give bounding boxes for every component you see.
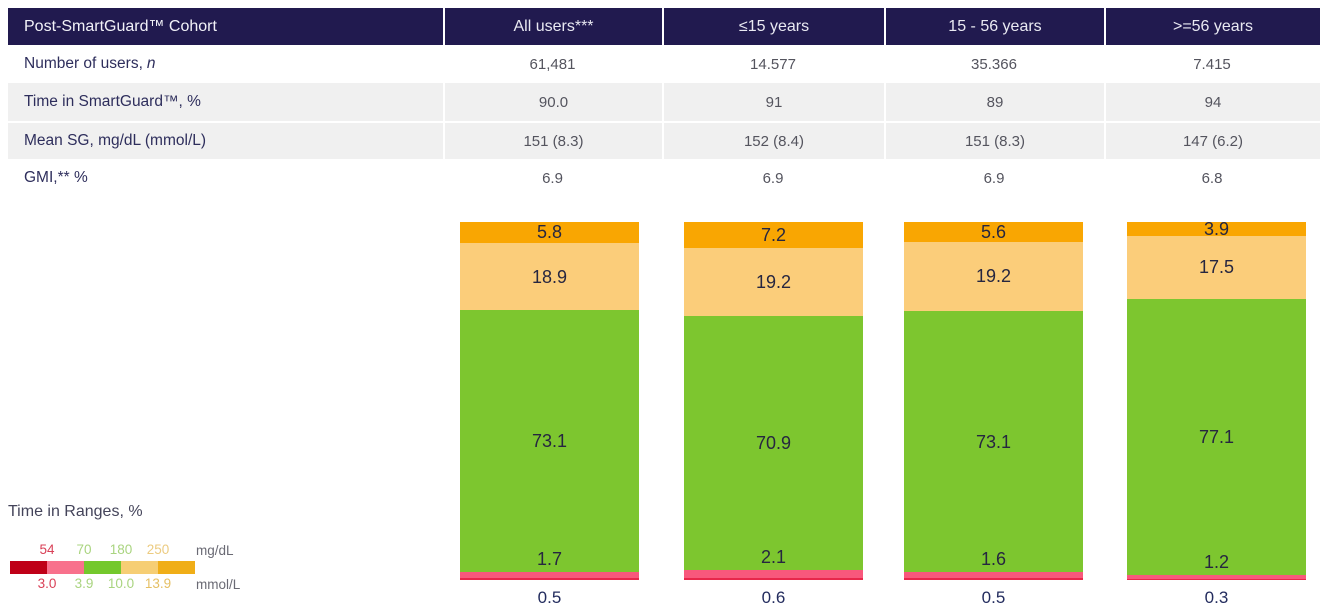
cell-value: 91 [662, 83, 884, 121]
cell-value: 151 (8.3) [884, 121, 1104, 159]
cell-value: 61,481 [529, 55, 576, 73]
bar-segment-70-180: 73.1 1.6 [904, 310, 1083, 573]
time-in-ranges-chart: 5.8 18.9 73.1 1.7 0.5 7.2 19.2 70.9 2.1 0.… [0, 219, 1327, 614]
bar-segment-54-70 [904, 572, 1083, 579]
threshold-10-0: 10.0 [107, 576, 135, 591]
glucose-range-color-scale [10, 561, 195, 574]
row-label: Time in SmartGuard™, % [8, 83, 443, 121]
column-header-15-56: 15 - 56 years [884, 8, 1104, 45]
scale-segment-above-250 [158, 561, 195, 574]
bar-segment-180-250: 19.2 [904, 242, 1083, 311]
bar-segment-70-180: 73.1 1.7 [460, 310, 639, 573]
scale-segment-below-54 [10, 561, 47, 574]
bar-segment-180-250: 17.5 [1127, 236, 1306, 299]
cell-value: 90.0 [443, 83, 662, 121]
bar-segment-70-180: 70.9 2.1 [684, 316, 863, 571]
segment-value-label-54-70: 1.7 [536, 549, 563, 570]
bar-segment-below-54 [684, 577, 863, 580]
cell-value: 89 [884, 83, 1104, 121]
segment-value-label: 73.1 [531, 431, 568, 452]
stacked-bar-15-56: 5.6 19.2 73.1 1.6 0.5 [904, 222, 1083, 607]
threshold-180: 180 [109, 542, 133, 557]
segment-value-label: 73.1 [975, 431, 1012, 452]
bar-segment-above-250: 5.6 [904, 222, 1083, 242]
legend-title: Time in Ranges, % [8, 503, 143, 520]
table-row-time-in-smartguard: Time in SmartGuard™, % 90.0 91 89 94 [8, 83, 1320, 121]
stacked-bar-under-15: 7.2 19.2 70.9 2.1 0.6 [684, 222, 863, 607]
segment-value-label-below-54: 0.3 [1204, 588, 1229, 607]
column-header-under-15: ≤15 years [662, 8, 884, 45]
table-header-row: Post-SmartGuard™ Cohort All users*** ≤15… [8, 8, 1320, 45]
table-title: Post-SmartGuard™ Cohort [8, 8, 443, 45]
bar-segment-54-70 [460, 572, 639, 579]
table-row-gmi: GMI,** % 6.9 6.9 6.9 6.8 [8, 159, 1320, 197]
cell-value: 35.366 [971, 55, 1017, 73]
cell-value: 7.415 [1193, 55, 1231, 73]
cell-value: 6.9 [542, 169, 563, 187]
cohort-table: Post-SmartGuard™ Cohort All users*** ≤15… [8, 8, 1320, 197]
threshold-54: 54 [39, 542, 55, 557]
threshold-70: 70 [76, 542, 92, 557]
row-label: GMI,** % [24, 169, 88, 186]
segment-value-label-below-54: 0.5 [981, 588, 1006, 607]
cell-value: 152 (8.4) [662, 121, 884, 159]
segment-value-label: 19.2 [975, 266, 1012, 287]
segment-value-label: 5.6 [980, 222, 1007, 242]
threshold-13-9: 13.9 [144, 576, 172, 591]
segment-value-label-54-70: 2.1 [760, 547, 787, 568]
bar-segment-below-54 [1127, 578, 1306, 580]
cell-value: 14.577 [750, 55, 796, 73]
bar-segment-70-180: 77.1 1.2 [1127, 298, 1306, 575]
column-header-all-users: All users*** [443, 8, 662, 45]
cell-value: 6.8 [1201, 169, 1223, 187]
segment-value-label-below-54: 0.6 [761, 588, 786, 607]
segment-value-label: 19.2 [755, 272, 792, 293]
row-label: Number of users, [24, 55, 143, 72]
segment-value-label-54-70: 1.2 [1203, 551, 1230, 572]
bar-segment-below-54 [460, 578, 639, 581]
cell-value: 147 (6.2) [1104, 121, 1320, 159]
bar-segment-54-70 [1127, 574, 1306, 579]
scale-segment-70-180 [84, 561, 121, 574]
segment-value-label: 18.9 [531, 266, 568, 287]
column-header-over-56: >=56 years [1104, 8, 1320, 45]
bar-segment-180-250: 19.2 [684, 247, 863, 317]
cell-value: 94 [1104, 83, 1320, 121]
table-row-number-of-users: Number of users, n 61,481 14.577 35.366 7… [8, 45, 1320, 83]
unit-mmol-l: mmol/L [196, 577, 241, 592]
cell-value: 6.9 [762, 169, 784, 187]
bar-segment-below-54 [904, 578, 1083, 580]
unit-mg-dl: mg/dL [196, 543, 234, 558]
segment-value-label-below-54: 0.5 [537, 588, 562, 607]
segment-value-label: 7.2 [760, 224, 787, 245]
scale-segment-180-250 [121, 561, 158, 574]
cell-value: 151 (8.3) [443, 121, 662, 159]
row-label-italic: n [146, 55, 156, 72]
row-label: Mean SG, mg/dL (mmol/L) [8, 121, 443, 159]
segment-value-label-54-70: 1.6 [980, 549, 1007, 570]
threshold-3-0: 3.0 [37, 576, 57, 591]
segment-value-label: 3.9 [1203, 219, 1230, 239]
threshold-3-9: 3.9 [74, 576, 94, 591]
scale-segment-54-70 [47, 561, 84, 574]
segment-value-label: 77.1 [1198, 426, 1235, 447]
cell-value: 6.9 [983, 169, 1005, 187]
bar-segment-180-250: 18.9 [460, 242, 639, 311]
segment-value-label: 17.5 [1198, 257, 1235, 278]
segment-value-label: 5.8 [536, 222, 563, 243]
bar-segment-above-250: 5.8 [460, 222, 639, 243]
bar-segment-above-250: 3.9 [1127, 219, 1306, 239]
segment-value-label: 70.9 [755, 433, 792, 454]
stacked-bar-all-users: 5.8 18.9 73.1 1.7 0.5 [460, 222, 639, 607]
bar-segment-above-250: 7.2 [684, 222, 863, 248]
stacked-bar-over-56: 3.9 17.5 77.1 1.2 0.3 [1127, 219, 1306, 607]
table-row-mean-sg: Mean SG, mg/dL (mmol/L) 151 (8.3) 152 (8… [8, 121, 1320, 159]
bar-segment-54-70 [684, 570, 863, 578]
threshold-250: 250 [146, 542, 170, 557]
